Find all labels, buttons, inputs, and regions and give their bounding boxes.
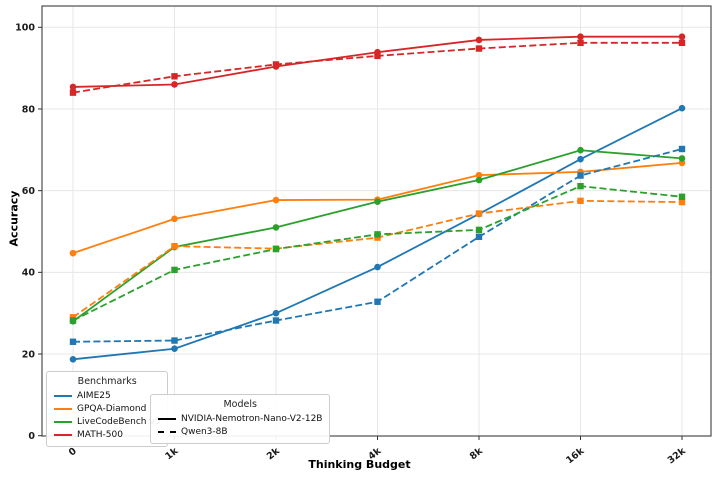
x-tick-label: 0: [67, 445, 79, 458]
data-point-square: [171, 266, 178, 274]
data-point-square: [577, 39, 584, 47]
legend-item-label: Qwen3-8B: [181, 426, 228, 437]
y-tick-label: 60: [22, 186, 36, 197]
legend-benchmarks-title: Benchmarks: [77, 376, 137, 387]
legend-line-swatch: [54, 395, 72, 398]
data-point-square: [577, 172, 584, 179]
data-point-circle: [272, 196, 280, 204]
legend-item: MATH-500: [54, 429, 160, 442]
legend-item: GPQA-Diamond: [54, 403, 160, 416]
data-point-square: [69, 89, 77, 96]
data-point-circle: [475, 171, 483, 179]
data-point-circle: [272, 224, 280, 231]
data-point-square: [171, 243, 178, 250]
data-point-circle: [69, 83, 77, 91]
legend-line-swatch: [158, 418, 176, 421]
data-point-circle: [577, 146, 584, 154]
legend-line-swatch: [158, 431, 176, 434]
data-point-square: [577, 182, 584, 190]
legend-line-swatch: [54, 421, 72, 424]
data-point-circle: [171, 345, 178, 353]
legend-line-swatch: [54, 408, 72, 411]
data-point-square: [678, 145, 686, 153]
data-point-square: [577, 197, 584, 205]
legend-item: NVIDIA-Nemotron-Nano-V2-12B: [158, 413, 322, 426]
data-point-circle: [577, 155, 584, 163]
data-point-square: [69, 317, 77, 324]
data-point-circle: [678, 33, 686, 40]
data-point-circle: [678, 104, 686, 112]
x-axis-label: Thinking Budget: [308, 458, 411, 471]
data-point-square: [374, 231, 381, 238]
legend-line-swatch: [54, 434, 72, 437]
legend-models: Models NVIDIA-Nemotron-Nano-V2-12B Qwen3-…: [150, 394, 331, 444]
data-point-circle: [475, 176, 483, 184]
legend-item: Qwen3-8B: [158, 426, 322, 439]
data-point-square: [374, 234, 381, 241]
data-point-square: [475, 45, 483, 52]
data-point-square: [678, 198, 686, 206]
data-point-square: [171, 337, 178, 344]
plot-border: [41, 5, 712, 437]
data-point-circle: [69, 356, 77, 363]
data-point-circle: [374, 198, 381, 205]
y-tick-label: 100: [15, 23, 35, 34]
legend-item-label: GPQA-Diamond: [77, 403, 147, 414]
y-tick-label: 0: [28, 431, 35, 442]
data-point-square: [678, 39, 686, 47]
data-point-circle: [577, 33, 584, 40]
legend-models-title: Models: [223, 399, 257, 410]
data-point-circle: [272, 309, 280, 317]
data-point-square: [171, 73, 178, 80]
legend-item-label: AIME25: [77, 390, 111, 401]
y-tick-label: 40: [22, 268, 36, 279]
data-point-circle: [171, 81, 178, 88]
data-point-square: [678, 193, 686, 200]
data-point-circle: [69, 249, 77, 257]
legend-benchmarks-items: AIME25 GPQA-Diamond LiveCodeBench v5 MATH-5…: [54, 390, 160, 442]
data-point-square: [475, 226, 483, 234]
y-axis-label: Accuracy: [7, 190, 21, 247]
legend-item-label: NVIDIA-Nemotron-Nano-V2-12B: [181, 413, 323, 424]
y-tick-label: 80: [22, 104, 36, 115]
data-point-square: [475, 233, 483, 241]
data-point-square: [69, 314, 77, 321]
data-point-circle: [374, 263, 381, 271]
data-point-circle: [171, 215, 178, 223]
legend-item: AIME25: [54, 390, 160, 403]
legend-models-items: NVIDIA-Nemotron-Nano-V2-12B Qwen3-8B: [158, 413, 322, 439]
data-point-square: [272, 245, 280, 253]
data-point-square: [374, 52, 381, 60]
legend-item-label: MATH-500: [77, 429, 123, 440]
data-point-square: [475, 210, 483, 217]
data-point-square: [272, 61, 280, 68]
y-tick-label: 20: [22, 349, 36, 360]
data-point-circle: [678, 155, 686, 162]
data-point-square: [374, 298, 381, 305]
legend-benchmarks: Benchmarks AIME25 GPQA-Diamond LiveCodeBen…: [46, 371, 169, 447]
legend-item-label: LiveCodeBench v5: [77, 416, 161, 427]
data-point-square: [69, 338, 77, 345]
legend-item: LiveCodeBench v5: [54, 416, 160, 429]
data-point-circle: [475, 36, 483, 44]
data-point-square: [272, 317, 280, 324]
